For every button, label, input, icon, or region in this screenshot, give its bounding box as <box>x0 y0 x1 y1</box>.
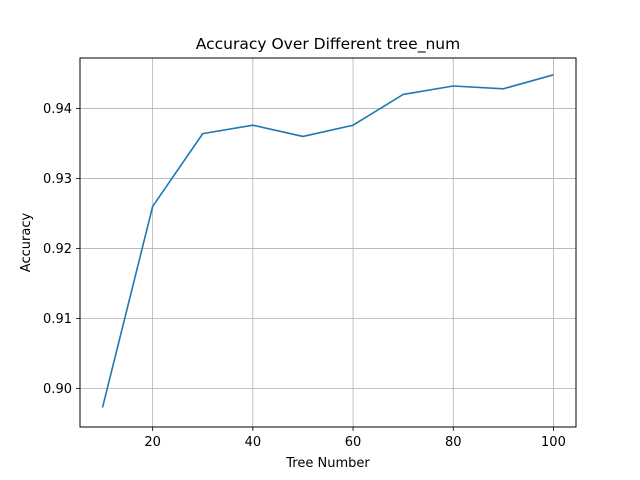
series-layer <box>101 74 554 408</box>
x-tick-label: 80 <box>445 435 462 450</box>
x-axis: 20 40 60 80 100 <box>144 427 566 450</box>
plot-frame <box>79 57 577 428</box>
x-tick-label: 60 <box>345 435 362 450</box>
y-axis-title: Accuracy <box>19 213 34 273</box>
y-tick-label: 0.94 <box>43 102 72 117</box>
grid-lines <box>80 58 576 427</box>
chart-title: Accuracy Over Different tree_num <box>196 35 460 54</box>
x-axis-title: Tree Number <box>285 456 370 471</box>
y-axis: 0.90 0.91 0.92 0.93 0.94 <box>43 102 80 397</box>
x-tick-label: 40 <box>245 435 262 450</box>
y-tick-label: 0.92 <box>43 242 72 257</box>
series-line <box>101 74 554 408</box>
x-tick-label: 100 <box>541 435 566 450</box>
y-tick-label: 0.90 <box>43 382 72 397</box>
y-tick-label: 0.91 <box>43 312 72 327</box>
x-tick-label: 20 <box>144 435 161 450</box>
y-tick-label: 0.93 <box>43 172 72 187</box>
